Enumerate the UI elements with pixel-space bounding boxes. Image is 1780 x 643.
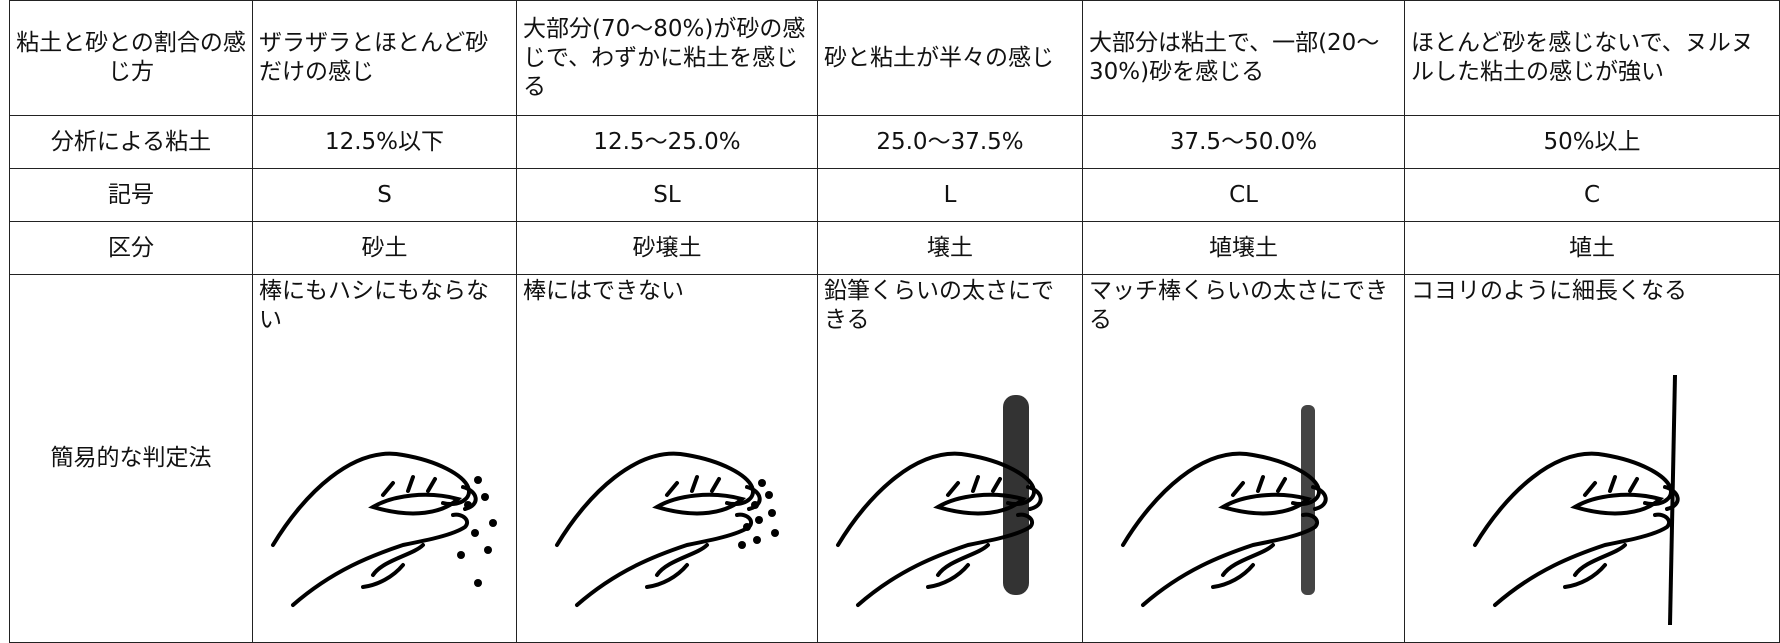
cell: 砂土 xyxy=(252,221,517,275)
row: 簡易的な判定法 棒にもハシにもならない 棒にはできない 鉛筆くらいの太さにできる… xyxy=(9,274,1780,643)
illustration xyxy=(1121,405,1328,607)
cell: 12.5%以下 xyxy=(252,115,517,169)
cell: 砂と粘土が半々の感じ xyxy=(817,0,1083,116)
cell: 12.5〜25.0% xyxy=(516,115,818,169)
cell: SL xyxy=(516,168,818,222)
cell: ほとんど砂を感じないで、ヌルヌルした粘土の感じが強い xyxy=(1404,0,1780,116)
cell-text: 鉛筆くらいの太さにできる xyxy=(824,278,1054,333)
cell: L xyxy=(817,168,1083,222)
cell: CL xyxy=(1082,168,1405,222)
cell: 埴土 xyxy=(1404,221,1780,275)
cell: 壌土 xyxy=(817,221,1083,275)
cell: 粘土と砂との割合の感じ方 xyxy=(9,0,253,116)
cell: 大部分(70〜80%)が砂の感じで、わずかに粘土を感じる xyxy=(516,0,818,116)
soil-table: 粘土と砂との割合の感じ方 ザラザラとほとんど砂だけの感じ 大部分(70〜80%)… xyxy=(9,0,1780,643)
cell: 埴壌土 xyxy=(1082,221,1405,275)
cell: コヨリのように細長くなる xyxy=(1404,274,1780,643)
cell-text: コヨリのように細長くなる xyxy=(1411,278,1687,304)
cell: マッチ棒くらいの太さにできる xyxy=(1082,274,1405,643)
row: 区分 砂土 砂壌土 壌土 埴壌土 埴土 xyxy=(9,221,1780,275)
cell-text: マッチ棒くらいの太さにできる xyxy=(1089,278,1388,333)
cell: 分析による粘土 xyxy=(9,115,253,169)
cell: ザラザラとほとんど砂だけの感じ xyxy=(252,0,517,116)
cell: 簡易的な判定法 xyxy=(9,274,253,643)
cell-text: 棒にもハシにもならない xyxy=(259,278,489,333)
illustration xyxy=(1473,374,1680,626)
cell: 記号 xyxy=(9,168,253,222)
cell: 鉛筆くらいの太さにできる xyxy=(817,274,1083,643)
cell: 25.0〜37.5% xyxy=(817,115,1083,169)
row: 分析による粘土 12.5%以下 12.5〜25.0% 25.0〜37.5% 37… xyxy=(9,115,1780,169)
cell: 大部分は粘土で、一部(20〜30%)砂を感じる xyxy=(1082,0,1405,116)
cell: 砂壌土 xyxy=(516,221,818,275)
cell: 区分 xyxy=(9,221,253,275)
cell: 棒にはできない xyxy=(516,274,818,643)
row: 粘土と砂との割合の感じ方 ザラザラとほとんど砂だけの感じ 大部分(70〜80%)… xyxy=(9,0,1780,116)
cell: 50%以上 xyxy=(1404,115,1780,169)
cell: 37.5〜50.0% xyxy=(1082,115,1405,169)
cell: 棒にもハシにもならない xyxy=(252,274,517,643)
illustration xyxy=(271,451,497,607)
row: 記号 S SL L CL C xyxy=(9,168,1780,222)
cell-text: 棒にはできない xyxy=(523,278,684,304)
cell: C xyxy=(1404,168,1780,222)
illustration xyxy=(836,395,1043,607)
cell: S xyxy=(252,168,517,222)
illustration xyxy=(555,451,779,607)
